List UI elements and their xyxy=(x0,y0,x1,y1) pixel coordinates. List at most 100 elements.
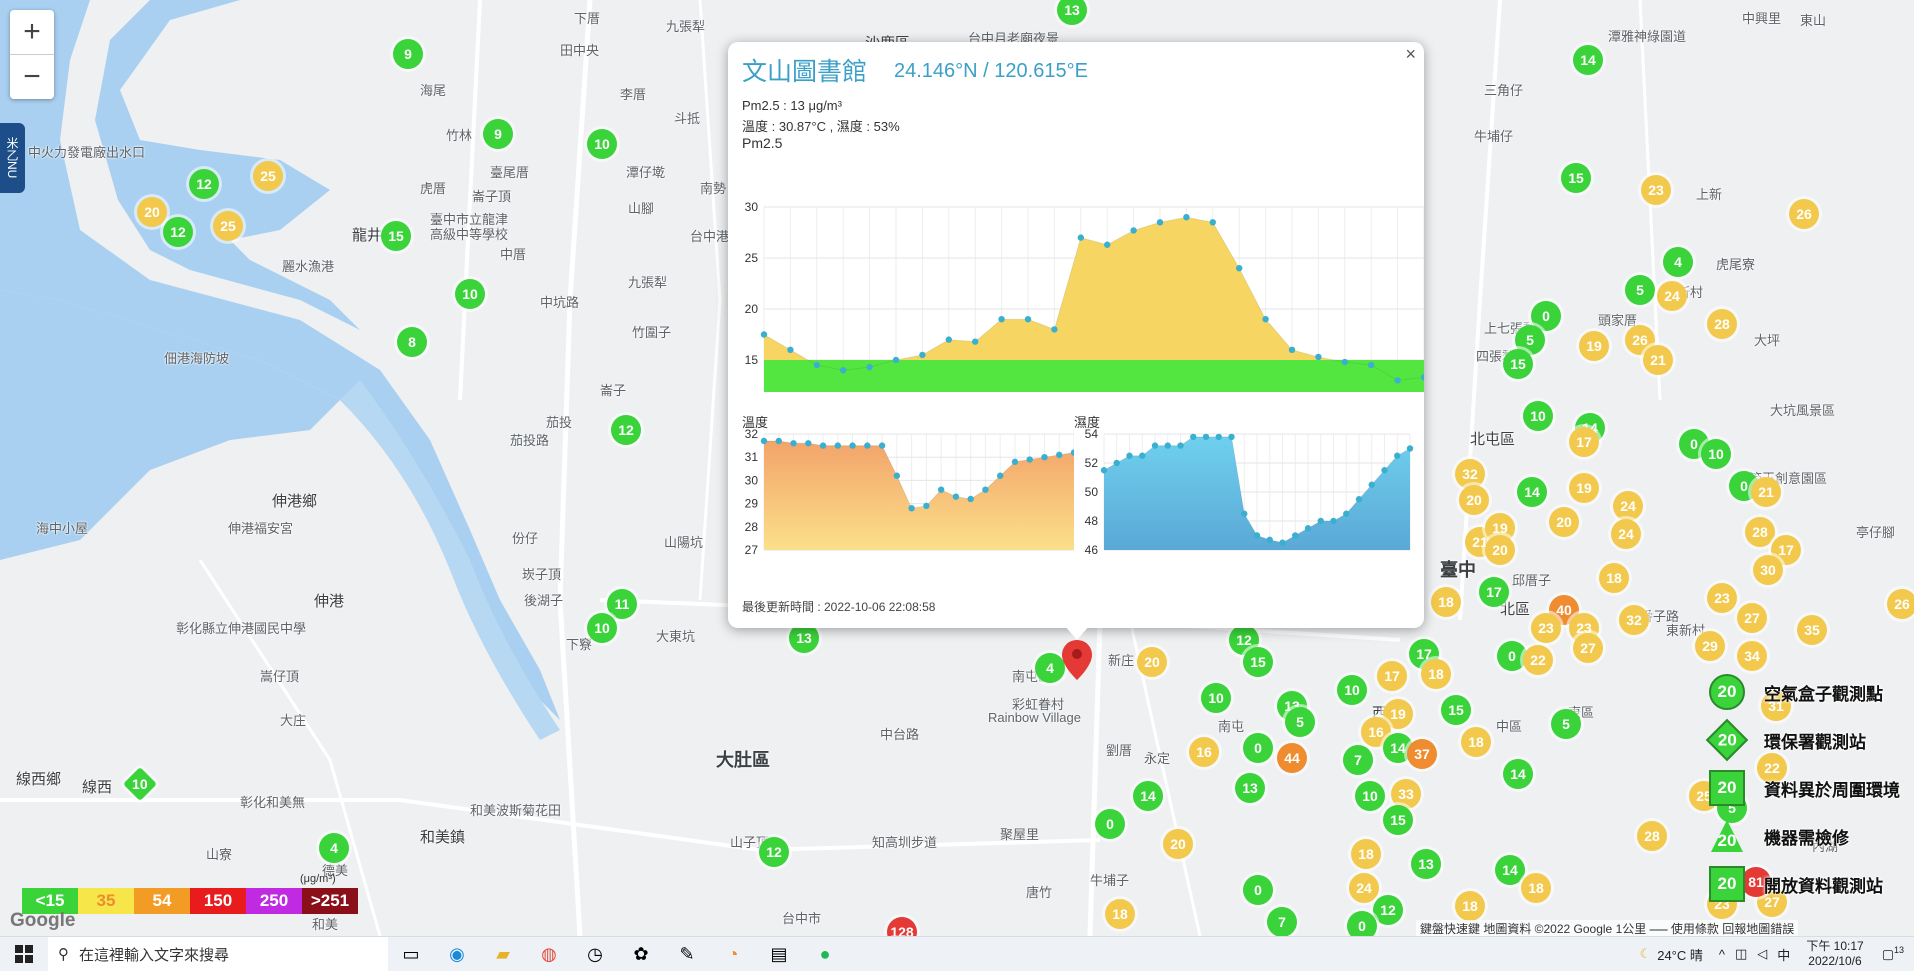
airbox-station-marker[interactable]: 18 xyxy=(1105,899,1135,929)
airbox-station-marker[interactable]: 12 xyxy=(163,217,193,247)
airbox-station-marker[interactable]: 26 xyxy=(1789,199,1819,229)
airbox-station-marker[interactable]: 33 xyxy=(1391,779,1421,809)
airbox-station-marker[interactable]: 14 xyxy=(1517,477,1547,507)
airbox-station-marker[interactable]: 18 xyxy=(1599,563,1629,593)
airbox-station-marker[interactable]: 15 xyxy=(1383,805,1413,835)
airbox-station-marker[interactable]: 25 xyxy=(253,161,283,191)
airbox-station-marker[interactable]: 22 xyxy=(1757,753,1787,783)
airbox-station-marker[interactable]: 15 xyxy=(1561,163,1591,193)
spotify-icon[interactable]: ● xyxy=(819,943,831,964)
airbox-station-marker[interactable]: 12 xyxy=(611,415,641,445)
airbox-station-marker[interactable]: 30 xyxy=(1753,555,1783,585)
airbox-station-marker[interactable]: 18 xyxy=(1521,873,1551,903)
airbox-station-marker[interactable]: 0 xyxy=(1347,911,1377,936)
airbox-station-marker[interactable]: 17 xyxy=(1479,577,1509,607)
airbox-station-marker[interactable]: 28 xyxy=(1707,309,1737,339)
airbox-station-marker[interactable]: 0 xyxy=(1243,733,1273,763)
airbox-station-marker[interactable]: 0 xyxy=(1095,809,1125,839)
airbox-station-marker[interactable]: 10 xyxy=(455,279,485,309)
airbox-station-marker[interactable]: 15 xyxy=(1243,647,1273,677)
airbox-station-marker[interactable]: 10 xyxy=(1201,683,1231,713)
airbox-station-marker[interactable]: 7 xyxy=(1343,745,1373,775)
airbox-station-marker[interactable]: 19 xyxy=(1569,473,1599,503)
weather-text[interactable]: 24°C 晴 xyxy=(1657,947,1703,963)
airbox-station-marker[interactable]: 37 xyxy=(1407,739,1437,769)
airbox-station-marker[interactable]: 15 xyxy=(1503,349,1533,379)
airbox-station-marker[interactable]: 28 xyxy=(1745,517,1775,547)
airbox-station-marker[interactable]: 10 xyxy=(1701,439,1731,469)
airbox-station-marker[interactable]: 20 xyxy=(1137,647,1167,677)
airbox-station-marker[interactable]: 12 xyxy=(1373,895,1403,925)
side-panel-tab[interactable]: 米乙NU xyxy=(0,123,25,193)
chrome-icon[interactable]: ◍ xyxy=(541,943,557,964)
zoom-in-button[interactable]: + xyxy=(10,10,54,55)
airbox-station-marker[interactable]: 17 xyxy=(1569,427,1599,457)
windows-start-icon[interactable] xyxy=(0,937,48,971)
airbox-station-marker[interactable]: 12 xyxy=(189,169,219,199)
airbox-station-marker[interactable]: 18 xyxy=(1455,891,1485,921)
airbox-station-marker[interactable]: 18 xyxy=(1351,839,1381,869)
airbox-station-marker[interactable]: 5 xyxy=(1625,275,1655,305)
airbox-station-marker[interactable]: 23 xyxy=(1707,583,1737,613)
close-icon[interactable]: × xyxy=(1405,44,1416,64)
app-cat-icon[interactable]: ✿ xyxy=(633,943,649,964)
tray-chevron-icon[interactable]: ^ xyxy=(1718,946,1725,962)
airbox-station-marker[interactable]: 9 xyxy=(393,39,423,69)
airbox-station-marker[interactable]: 14 xyxy=(1503,759,1533,789)
airbox-station-marker[interactable]: 20 xyxy=(1163,829,1193,859)
airbox-station-marker[interactable]: 21 xyxy=(1751,477,1781,507)
app-paint-icon[interactable]: ✎ xyxy=(679,943,695,964)
airbox-station-marker[interactable]: 14 xyxy=(1573,45,1603,75)
airbox-station-marker[interactable]: 21 xyxy=(1643,345,1673,375)
airbox-station-marker[interactable]: 15 xyxy=(381,221,411,251)
map-attribution[interactable]: 鍵盤快速鍵 地圖資料 ©2022 Google 1公里 ⎯⎯⎯ 使用條款 回報地… xyxy=(1416,920,1799,937)
airbox-station-marker[interactable]: 10 xyxy=(587,613,617,643)
location-pin-icon[interactable] xyxy=(1062,640,1092,680)
network-icon[interactable]: ◫ xyxy=(1735,946,1748,961)
airbox-station-marker[interactable]: 26 xyxy=(1625,325,1655,355)
airbox-station-marker[interactable]: 18 xyxy=(1461,727,1491,757)
airbox-station-marker[interactable]: 22 xyxy=(1523,645,1553,675)
airbox-station-marker[interactable]: 14 xyxy=(1133,781,1163,811)
airbox-station-marker[interactable]: 10 xyxy=(1523,401,1553,431)
taskbar-search-input[interactable]: ⚲ 在這裡輸入文字來搜尋 xyxy=(48,937,388,971)
airbox-station-marker[interactable]: 4 xyxy=(1035,653,1065,683)
airbox-station-marker[interactable]: 24 xyxy=(1657,281,1687,311)
app-clock-icon[interactable]: ◷ xyxy=(587,943,603,964)
airbox-station-marker[interactable]: 32 xyxy=(1619,605,1649,635)
airbox-station-marker[interactable]: 27 xyxy=(1573,633,1603,663)
airbox-station-marker[interactable]: 10 xyxy=(587,129,617,159)
airbox-station-marker[interactable]: 81 xyxy=(1741,867,1771,897)
airbox-station-marker[interactable]: 23 xyxy=(1641,175,1671,205)
airbox-station-marker[interactable]: 23 xyxy=(1531,613,1561,643)
airbox-station-marker[interactable]: 4 xyxy=(1663,247,1693,277)
airbox-station-marker[interactable]: 12 xyxy=(759,837,789,867)
airbox-station-marker[interactable]: 0 xyxy=(1243,875,1273,905)
zoom-out-button[interactable]: − xyxy=(23,60,41,93)
airbox-station-marker[interactable]: 5 xyxy=(1285,707,1315,737)
airbox-station-marker[interactable]: 16 xyxy=(1189,737,1219,767)
airbox-station-marker[interactable]: 18 xyxy=(1431,587,1461,617)
airbox-station-marker[interactable]: 10 xyxy=(1355,781,1385,811)
airbox-station-marker[interactable]: 24 xyxy=(1613,491,1643,521)
airbox-station-marker[interactable]: 14 xyxy=(1495,855,1525,885)
airbox-station-marker[interactable]: 35 xyxy=(1797,615,1827,645)
airbox-station-marker[interactable]: 15 xyxy=(1441,695,1471,725)
blender-icon[interactable]: ◔ xyxy=(727,943,739,964)
airbox-station-marker[interactable]: 7 xyxy=(1267,907,1297,936)
airbox-station-marker[interactable]: 18 xyxy=(1421,659,1451,689)
airbox-station-marker[interactable]: 24 xyxy=(1611,519,1641,549)
airbox-station-marker[interactable]: 20 xyxy=(1459,485,1489,515)
airbox-station-marker[interactable]: 28 xyxy=(1637,821,1667,851)
airbox-station-marker[interactable]: 34 xyxy=(1737,641,1767,671)
airbox-station-marker[interactable]: 19 xyxy=(1579,331,1609,361)
file-explorer-icon[interactable]: ▰ xyxy=(496,943,510,964)
airbox-station-marker[interactable]: 44 xyxy=(1277,743,1307,773)
airbox-station-marker[interactable]: 10 xyxy=(1337,675,1367,705)
airbox-station-marker[interactable]: 32 xyxy=(1455,459,1485,489)
airbox-station-marker[interactable]: 9 xyxy=(483,119,513,149)
airbox-station-marker[interactable]: 26 xyxy=(1887,589,1914,619)
airbox-station-marker[interactable]: 20 xyxy=(137,197,167,227)
airbox-station-marker[interactable]: 5 xyxy=(1551,709,1581,739)
airbox-station-marker[interactable]: 8 xyxy=(397,327,427,357)
